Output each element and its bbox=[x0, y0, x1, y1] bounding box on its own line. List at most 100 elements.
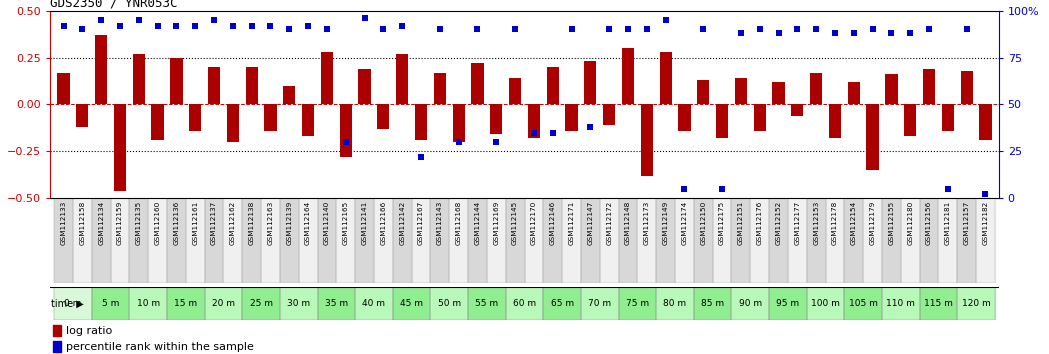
Bar bbox=[242, 198, 261, 283]
Point bbox=[601, 27, 618, 32]
Point bbox=[431, 27, 448, 32]
Bar bbox=[242, 198, 261, 283]
Bar bbox=[712, 198, 731, 283]
Text: GSM112155: GSM112155 bbox=[889, 201, 895, 245]
Bar bbox=[91, 198, 110, 283]
Bar bbox=[581, 287, 619, 320]
Bar bbox=[392, 287, 430, 320]
Bar bbox=[374, 198, 392, 283]
Bar bbox=[942, 104, 954, 131]
Bar bbox=[356, 287, 392, 320]
Text: GSM112168: GSM112168 bbox=[455, 201, 462, 245]
Bar bbox=[904, 104, 917, 136]
Point bbox=[374, 27, 391, 32]
Bar bbox=[415, 104, 427, 140]
Bar bbox=[958, 198, 976, 283]
Bar bbox=[675, 198, 693, 283]
Bar bbox=[753, 104, 766, 131]
Bar bbox=[58, 73, 69, 104]
Bar bbox=[848, 82, 860, 104]
Point bbox=[789, 27, 806, 32]
Bar bbox=[581, 198, 600, 283]
Bar bbox=[750, 198, 769, 283]
Point bbox=[940, 186, 957, 192]
Bar bbox=[826, 198, 844, 283]
Point bbox=[864, 27, 881, 32]
Text: 120 m: 120 m bbox=[962, 299, 990, 308]
Point bbox=[526, 130, 542, 136]
Text: GSM112178: GSM112178 bbox=[832, 201, 838, 245]
Point bbox=[357, 15, 373, 21]
Bar bbox=[167, 287, 205, 320]
Bar bbox=[55, 198, 73, 283]
Bar bbox=[731, 198, 750, 283]
Text: 110 m: 110 m bbox=[886, 299, 915, 308]
Point bbox=[921, 27, 938, 32]
Bar bbox=[657, 198, 675, 283]
Text: 50 m: 50 m bbox=[437, 299, 461, 308]
Text: 5 m: 5 m bbox=[102, 299, 120, 308]
Bar bbox=[863, 198, 882, 283]
Bar bbox=[939, 198, 958, 283]
Bar bbox=[490, 104, 502, 135]
Text: 65 m: 65 m bbox=[551, 299, 574, 308]
Bar bbox=[547, 67, 559, 104]
Bar bbox=[205, 287, 242, 320]
Text: 95 m: 95 m bbox=[776, 299, 799, 308]
Bar bbox=[392, 198, 411, 283]
Bar bbox=[318, 198, 337, 283]
Text: GSM112177: GSM112177 bbox=[794, 201, 800, 245]
Bar bbox=[468, 287, 506, 320]
Text: 70 m: 70 m bbox=[588, 299, 612, 308]
Text: 90 m: 90 m bbox=[738, 299, 762, 308]
Text: GSM112158: GSM112158 bbox=[80, 201, 85, 245]
Bar bbox=[731, 287, 769, 320]
Bar bbox=[318, 287, 356, 320]
Point bbox=[507, 27, 523, 32]
Bar bbox=[55, 287, 91, 320]
Bar bbox=[411, 198, 430, 283]
Point bbox=[732, 30, 749, 36]
Bar bbox=[430, 198, 449, 283]
Bar bbox=[299, 198, 318, 283]
Bar bbox=[280, 198, 299, 283]
Point bbox=[262, 23, 279, 28]
Bar bbox=[693, 198, 712, 283]
Bar bbox=[52, 325, 61, 336]
Text: 15 m: 15 m bbox=[174, 299, 197, 308]
Bar bbox=[318, 287, 356, 320]
Bar bbox=[95, 35, 107, 104]
Text: percentile rank within the sample: percentile rank within the sample bbox=[65, 342, 254, 352]
Bar bbox=[882, 287, 920, 320]
Bar bbox=[638, 198, 657, 283]
Text: GSM112141: GSM112141 bbox=[362, 201, 367, 245]
Text: time ▶: time ▶ bbox=[50, 298, 84, 309]
Point bbox=[751, 27, 768, 32]
Bar bbox=[562, 198, 581, 283]
Bar bbox=[186, 198, 205, 283]
Bar bbox=[280, 287, 318, 320]
Text: 35 m: 35 m bbox=[325, 299, 348, 308]
Bar bbox=[205, 198, 223, 283]
Bar bbox=[280, 198, 299, 283]
Bar bbox=[882, 287, 920, 320]
Bar bbox=[528, 104, 540, 138]
Text: GSM112176: GSM112176 bbox=[756, 201, 763, 245]
Bar bbox=[769, 287, 807, 320]
Bar bbox=[55, 198, 73, 283]
Bar bbox=[958, 198, 976, 283]
Bar bbox=[189, 104, 201, 131]
Point bbox=[168, 23, 185, 28]
Bar bbox=[976, 198, 994, 283]
Text: GSM112137: GSM112137 bbox=[211, 201, 217, 245]
Bar bbox=[91, 287, 129, 320]
Bar bbox=[791, 104, 804, 116]
Bar bbox=[430, 198, 449, 283]
Bar bbox=[584, 61, 597, 104]
Bar bbox=[844, 198, 863, 283]
Text: GSM112150: GSM112150 bbox=[701, 201, 706, 245]
Bar bbox=[657, 287, 693, 320]
Text: GSM112148: GSM112148 bbox=[625, 201, 631, 245]
Point bbox=[92, 17, 109, 23]
Bar bbox=[73, 198, 91, 283]
